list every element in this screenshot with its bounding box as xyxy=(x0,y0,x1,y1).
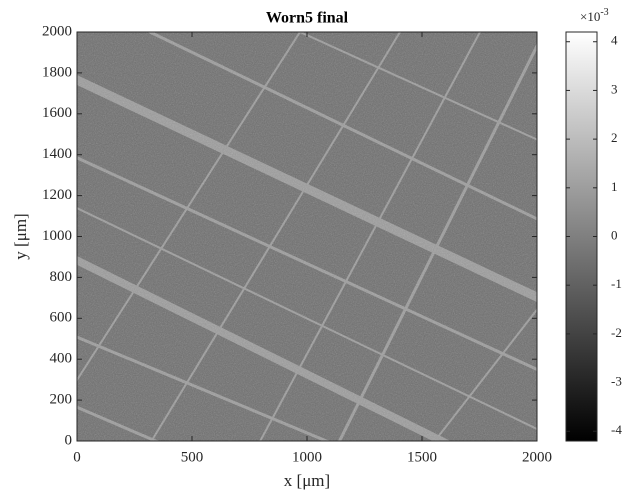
colorbar-tick-label: 4 xyxy=(611,33,618,48)
y-tick-label: 800 xyxy=(50,269,73,285)
y-tick-label: 200 xyxy=(50,392,73,408)
y-tick-label: 1600 xyxy=(42,105,72,121)
x-tick-label: 2000 xyxy=(522,449,552,465)
x-tick-label: 1500 xyxy=(407,449,437,465)
chart-title: Worn5 final xyxy=(266,10,349,27)
colorbar-tick-label: 3 xyxy=(611,81,618,96)
x-tick-label: 500 xyxy=(181,449,204,465)
colorbar-tick-label: 0 xyxy=(611,227,618,242)
colorbar-tick-label: 1 xyxy=(611,179,618,194)
colorbar-tick-label: -2 xyxy=(611,325,622,340)
y-tick-label: 0 xyxy=(65,432,73,448)
y-tick-label: 1200 xyxy=(42,187,72,203)
colorbar-tick-label: -3 xyxy=(611,374,622,389)
y-tick-label: 1800 xyxy=(42,64,72,80)
y-tick-label: 1400 xyxy=(42,146,72,162)
y-tick-label: 2000 xyxy=(42,23,72,39)
colorbar-tick-label: -1 xyxy=(611,276,622,291)
y-tick-label: 600 xyxy=(50,310,73,326)
colorbar-tick-label: -4 xyxy=(611,422,622,437)
multiplier-base: ×10 xyxy=(580,9,600,24)
x-tick-label: 1000 xyxy=(292,449,322,465)
chart: Worn5 final x [μm] y [μm] ×10-3 05001000… xyxy=(0,0,641,495)
surface-image xyxy=(60,32,560,480)
y-tick-label: 1000 xyxy=(42,228,72,244)
x-axis-label: x [μm] xyxy=(284,471,330,490)
multiplier-exponent: -3 xyxy=(600,7,608,18)
colorbar xyxy=(566,32,597,441)
colorbar-tick-label: 2 xyxy=(611,130,618,145)
x-tick-label: 0 xyxy=(73,449,81,465)
y-tick-label: 400 xyxy=(50,351,73,367)
y-axis-label: y [μm] xyxy=(11,213,30,259)
colorbar-multiplier: ×10-3 xyxy=(580,7,609,24)
